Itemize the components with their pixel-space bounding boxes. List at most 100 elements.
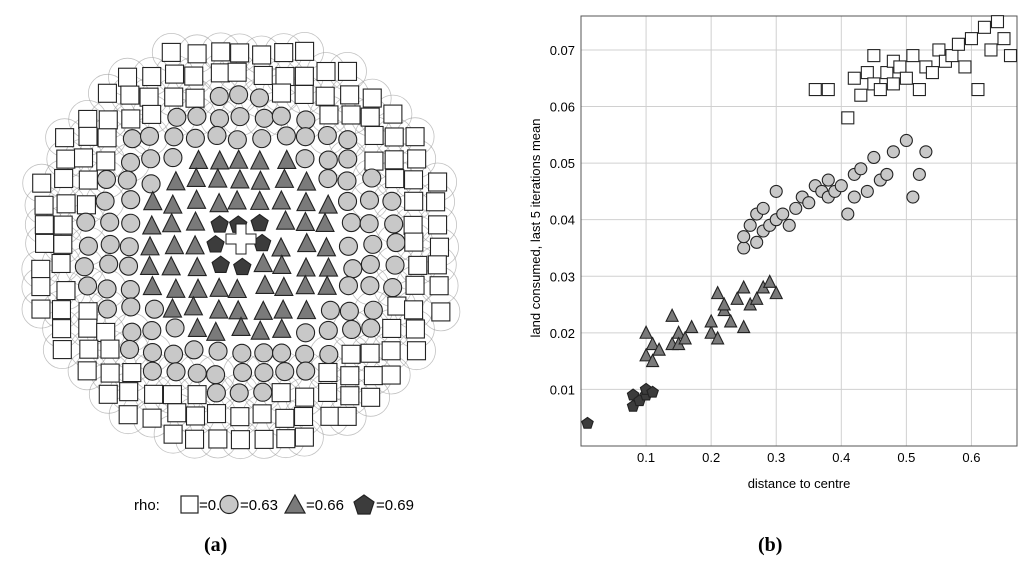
agent-square: [340, 85, 360, 105]
data-point-square: [867, 49, 881, 63]
agent-square: [185, 88, 205, 108]
data-point-triangle: [639, 347, 653, 362]
agent-circle: [359, 190, 380, 210]
agent-square: [100, 363, 120, 383]
agent-square: [79, 339, 99, 359]
x-tick-label: 0.6: [962, 450, 980, 465]
agent-circle: [74, 257, 94, 277]
agent-circle: [142, 343, 163, 363]
agent-square: [98, 110, 118, 130]
data-point-square: [971, 83, 985, 97]
agent-circle: [363, 234, 383, 254]
data-point-circle: [854, 162, 868, 176]
panel-b-caption: (b): [758, 534, 783, 556]
agent-square: [360, 343, 380, 363]
agent-circle: [338, 149, 358, 169]
data-point-square: [925, 66, 939, 80]
agent-circle: [384, 214, 404, 234]
data-point-square: [997, 32, 1011, 46]
agent-square: [184, 66, 204, 86]
agent-square: [77, 361, 97, 381]
agent-triangle: [250, 319, 271, 340]
x-tick-label: 0.2: [702, 450, 720, 465]
data-point-circle: [841, 207, 855, 221]
agent-circle: [76, 212, 96, 232]
agent-circle: [342, 319, 362, 340]
agent-square: [51, 253, 71, 274]
agent-circle: [78, 276, 98, 296]
agent-circle: [360, 254, 380, 274]
agent-circle: [209, 86, 229, 107]
agent-square: [185, 429, 205, 449]
agent-square: [187, 385, 207, 405]
data-point-triangle: [723, 313, 738, 328]
agent-square: [405, 319, 425, 339]
agent-triangle: [316, 236, 337, 257]
data-point-pentagon: [646, 385, 659, 398]
panel-a-caption: (a): [204, 534, 228, 556]
agent-circle: [164, 344, 184, 364]
agent-circle: [386, 233, 406, 253]
agent-square: [206, 404, 227, 424]
agent-circle: [339, 301, 359, 321]
agent-square: [34, 215, 54, 235]
agent-square: [275, 66, 295, 87]
agent-square: [31, 277, 51, 297]
agent-triangle: [188, 149, 209, 170]
agent-triangle: [231, 316, 251, 337]
agent-square: [56, 194, 76, 214]
agent-triangle: [295, 274, 316, 295]
agent-square: [361, 387, 381, 407]
agent-circle: [337, 171, 357, 191]
x-axis-label: distance to centre: [748, 476, 851, 491]
agent-square: [294, 84, 314, 104]
agent-pentagon: [210, 215, 229, 233]
agent-circle: [362, 168, 382, 188]
agent-circle: [232, 362, 253, 383]
data-point-circle: [906, 190, 920, 204]
agent-square: [362, 88, 382, 108]
agent-triangle: [227, 189, 247, 210]
agent-circle: [122, 322, 142, 342]
agent-square: [211, 42, 231, 62]
data-point-circle: [886, 145, 900, 159]
data-point-square: [984, 43, 998, 57]
agent-circle: [254, 363, 274, 383]
agent-square: [118, 405, 138, 425]
agent-square: [142, 66, 162, 87]
agent-triangle: [209, 149, 230, 170]
agent-circle: [295, 149, 315, 169]
agent-square: [163, 424, 183, 444]
agent-circle: [208, 341, 228, 361]
agent-square: [426, 192, 446, 212]
agent-square: [78, 302, 98, 322]
agent-square: [53, 215, 73, 235]
agent-circle: [252, 129, 272, 149]
agent-circle: [359, 214, 379, 234]
agent-square: [403, 170, 424, 190]
agent-triangle: [185, 234, 205, 255]
agent-circle: [295, 127, 315, 147]
agent-triangle: [253, 300, 274, 320]
agent-triangle: [296, 170, 317, 191]
agent-circle: [119, 339, 140, 359]
data-point-square: [932, 43, 946, 57]
agent-square: [429, 237, 450, 257]
agent-square: [363, 366, 383, 386]
agent-square: [162, 385, 182, 405]
agent-circle: [275, 362, 295, 382]
agent-square: [405, 275, 425, 295]
agent-circle: [121, 213, 141, 233]
data-point-circle: [899, 133, 913, 148]
agent-circle: [187, 106, 207, 126]
agent-triangle: [228, 299, 249, 320]
agent-square: [230, 430, 250, 450]
agent-square: [187, 44, 207, 64]
agent-square: [293, 406, 314, 427]
agent-circle: [122, 129, 142, 149]
agent-circle: [165, 318, 185, 338]
agent-square: [337, 61, 358, 81]
agent-square: [364, 151, 384, 171]
agent-square: [78, 318, 98, 338]
agent-circle: [318, 168, 338, 189]
